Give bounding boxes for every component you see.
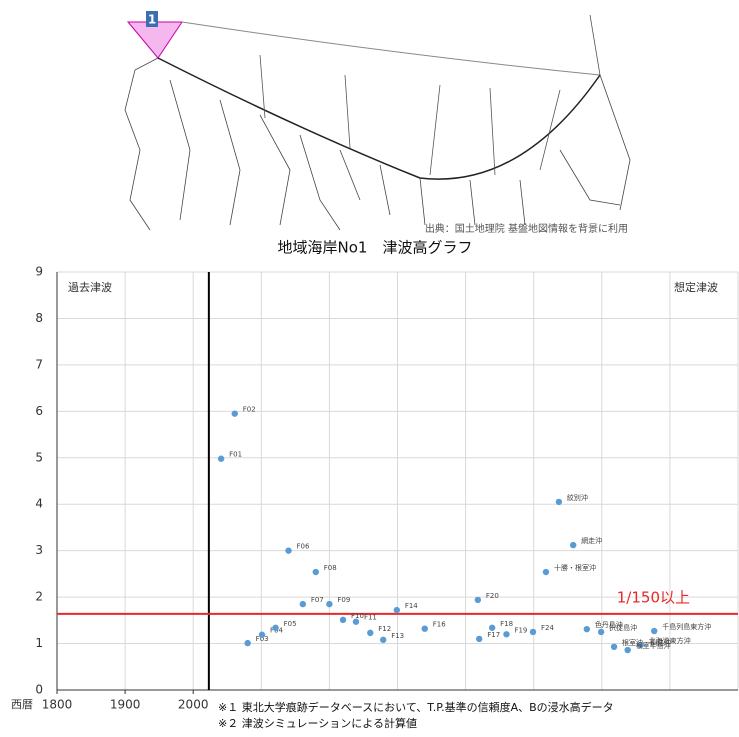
coastline: [157, 57, 601, 180]
future-label: 想定津波: [674, 280, 718, 294]
point-label: 択捉島沖: [609, 623, 637, 632]
point: [624, 646, 631, 654]
point-label: F18: [500, 620, 513, 628]
point: [474, 596, 482, 604]
x-prefix: 西暦: [11, 698, 33, 711]
point: [299, 600, 307, 608]
point: [569, 541, 577, 549]
note: ※１ 東北大学痕跡データベースにおいて、T.P.基準の信頼度A、Bの浸水高データ: [218, 700, 614, 714]
point-label: 根室半島沖: [636, 641, 671, 650]
point-label: F16: [433, 621, 446, 629]
point: [352, 618, 360, 625]
point-label: 紋別沖: [567, 493, 588, 502]
area-label: 1: [148, 13, 156, 27]
point: [312, 568, 319, 576]
point-label: F03: [256, 635, 269, 643]
threshold-label: 1/150以上: [617, 588, 690, 606]
point: [258, 631, 266, 638]
y-tick-label: 2: [35, 590, 43, 604]
point: [285, 547, 292, 554]
point-label: F13: [391, 632, 404, 640]
point: [542, 568, 550, 576]
y-tick-label: 4: [35, 497, 43, 511]
offshore-line: [181, 21, 601, 76]
note: ※２ 津波シミュレーションによる計算値: [218, 716, 417, 730]
point: [231, 410, 238, 417]
point: [555, 498, 563, 506]
x-tick-label: 1800: [42, 698, 73, 712]
point: [597, 628, 605, 636]
boundaries: [124, 57, 631, 231]
point-label: F06: [297, 543, 310, 551]
point-label: F14: [405, 602, 418, 610]
point: [367, 629, 374, 637]
point-label: F08: [324, 564, 337, 572]
point: [421, 625, 428, 632]
point: [244, 639, 251, 647]
point: [217, 455, 225, 462]
point-label: 北海道東方沖: [649, 636, 691, 645]
point-label: F17: [487, 631, 500, 639]
y-tick-label: 5: [35, 450, 43, 464]
point: [610, 643, 618, 651]
zone-lines: [259, 14, 601, 176]
point-label: 色丹島沖: [595, 620, 623, 629]
point: [326, 600, 333, 608]
map-source: 出典：国土地理院 基盤地図情報を背景に利用: [425, 222, 628, 235]
point: [476, 635, 483, 643]
point-label: F24: [541, 624, 554, 632]
point-label: F05: [284, 620, 297, 628]
point-label: F10: [351, 612, 364, 620]
point-label: F20: [486, 592, 499, 600]
point: [272, 624, 279, 631]
point-label: F02: [243, 406, 256, 414]
point: [637, 641, 644, 649]
past-label: 過去津波: [68, 281, 112, 294]
y-tick-label: 9: [35, 265, 43, 279]
y-tick-label: 8: [35, 311, 43, 325]
chart-title: 地域海岸No1 津波高グラフ: [278, 239, 473, 257]
point: [379, 636, 387, 644]
point: [583, 625, 591, 633]
area-badge: [146, 11, 158, 27]
point: [651, 627, 658, 635]
point-label: 千島列島東方沖: [662, 622, 711, 631]
x-tick-label: 2000: [178, 698, 209, 712]
point-label: 十勝・根室沖: [554, 563, 596, 572]
point-label: 根室沖・釧路沖: [622, 638, 671, 647]
point: [529, 628, 537, 636]
point: [339, 616, 347, 624]
x-tick-label: 1900: [110, 698, 141, 712]
point-label: 網走沖: [581, 536, 602, 545]
point: [503, 631, 510, 638]
area-highlight: [126, 21, 183, 59]
point-label: F09: [337, 596, 350, 604]
point: [393, 606, 401, 614]
y-tick-label: 3: [35, 543, 43, 557]
point-label: F01: [229, 451, 242, 459]
y-tick-label: 6: [35, 404, 43, 418]
y-tick-label: 7: [35, 357, 43, 371]
map: [124, 11, 631, 231]
point-label: F07: [311, 596, 324, 604]
point-label: F12: [378, 625, 391, 633]
point-label: F11: [364, 614, 377, 622]
point: [488, 624, 496, 631]
y-tick-label: 1: [35, 636, 43, 650]
point-label: F19: [514, 626, 527, 634]
y-tick-label: 0: [35, 683, 43, 697]
